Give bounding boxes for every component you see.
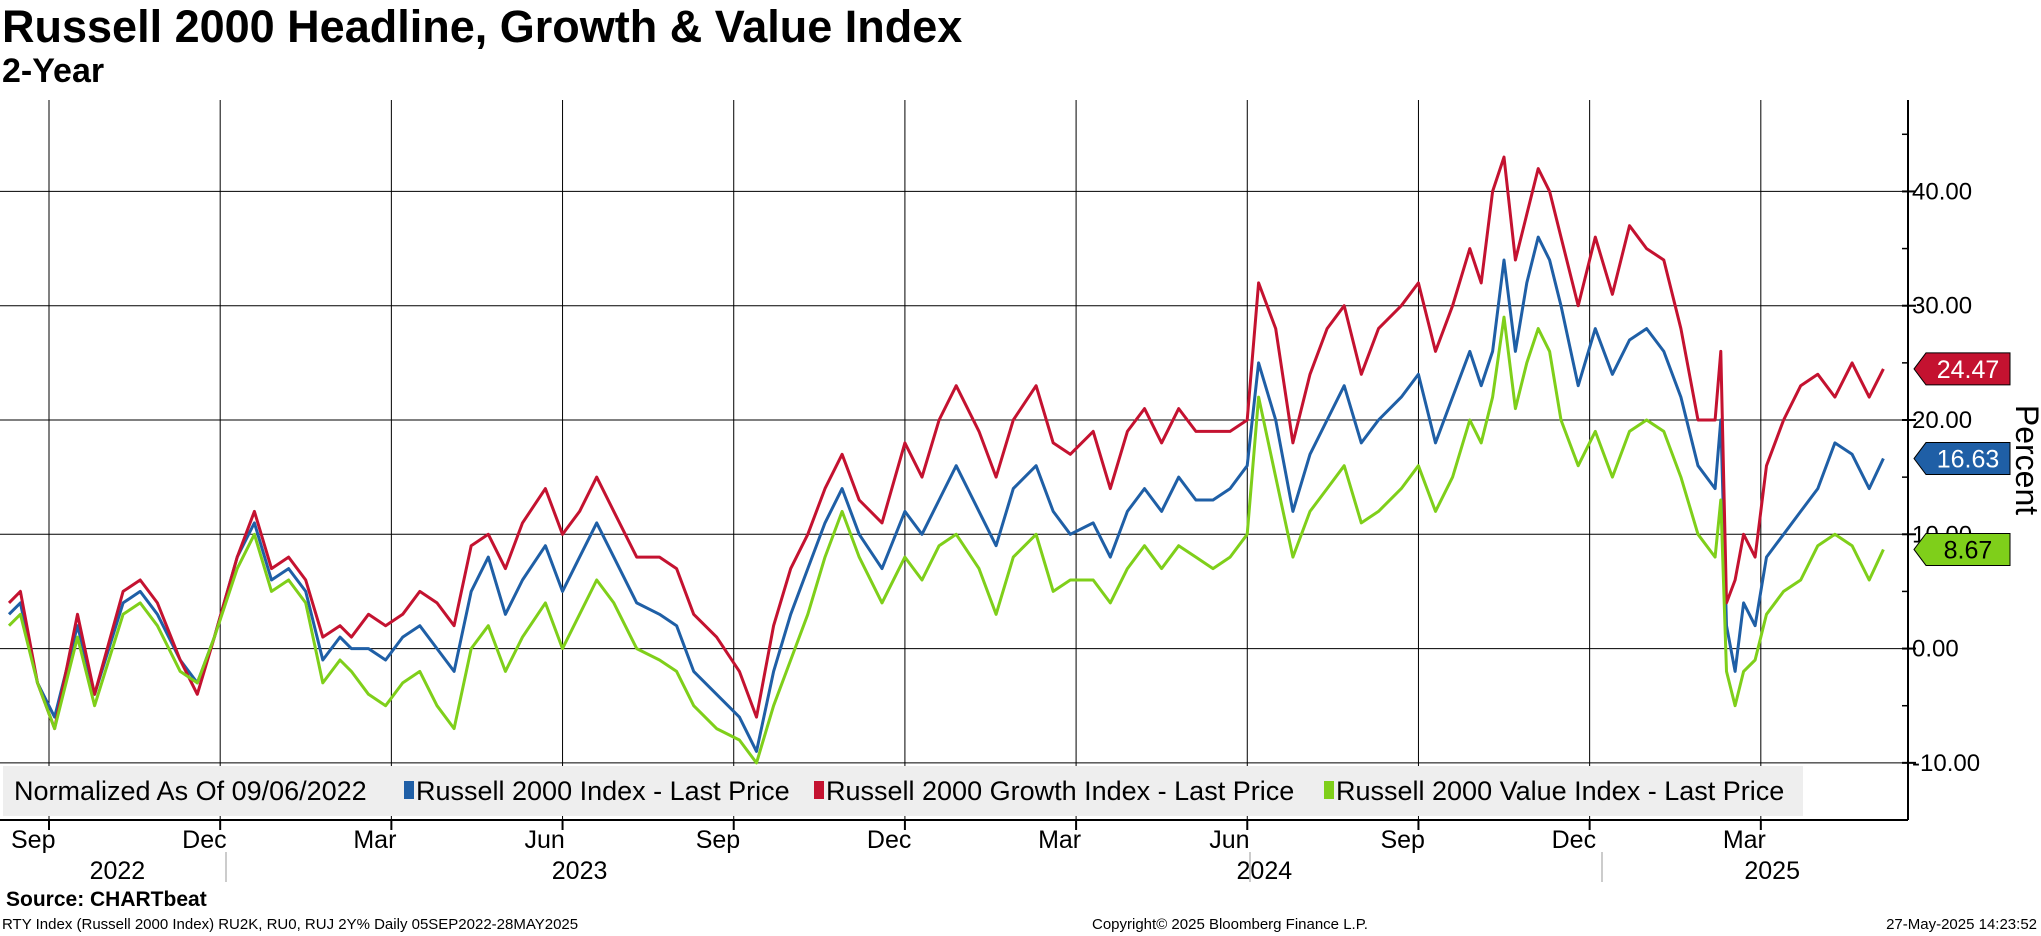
y-axis-label: Percent xyxy=(2009,405,2041,515)
series-line-value xyxy=(7,315,1885,765)
source-note: Source: CHARTbeat xyxy=(6,888,207,911)
x-tick-label: Jun xyxy=(1209,826,1249,854)
y-tick-label: 0.00 xyxy=(1912,636,1959,663)
x-tick-label: Dec xyxy=(182,826,226,854)
x-tick-label: Dec xyxy=(867,826,911,854)
chart-subtitle: 2-Year xyxy=(2,52,105,90)
x-year-label: 2022 xyxy=(90,857,146,885)
last-value-label-headline: 16.63 xyxy=(1937,446,2000,474)
x-year-label: 2025 xyxy=(1744,857,1800,885)
x-tick-label: Mar xyxy=(1038,826,1081,854)
last-value-label-value: 8.67 xyxy=(1944,536,1993,564)
y-tick-label: 40.00 xyxy=(1912,178,1972,205)
footer-copyright: Copyright© 2025 Bloomberg Finance L.P. xyxy=(1092,916,1368,933)
last-value-tag-growth xyxy=(1913,352,2011,386)
x-year-label: 2024 xyxy=(1237,857,1293,885)
y-tick-label: 30.00 xyxy=(1912,293,1972,320)
footer-timestamp: 27-May-2025 14:23:52 xyxy=(1886,916,2037,933)
x-tick-label: Mar xyxy=(353,826,396,854)
last-value-tag-value xyxy=(1913,532,2011,566)
legend-label-value: Russell 2000 Value Index - Last Price xyxy=(1336,776,1784,806)
x-tick-label: Dec xyxy=(1552,826,1596,854)
legend-swatch-value xyxy=(1324,781,1334,799)
legend-swatch-headline xyxy=(404,781,414,799)
series-line-growth xyxy=(7,155,1885,731)
footer-ticker-info: RTY Index (Russell 2000 Index) RU2K, RU0… xyxy=(2,916,579,933)
x-tick-label: Sep xyxy=(11,826,55,854)
last-value-tag-headline xyxy=(1913,442,2011,476)
legend-swatch-growth xyxy=(814,781,824,799)
y-tick-label: -10.00 xyxy=(1912,750,1980,777)
x-tick-label: Sep xyxy=(696,826,740,854)
chart-title: Russell 2000 Headline, Growth & Value In… xyxy=(2,1,963,52)
series-line-headline xyxy=(7,235,1885,753)
legend-label-headline: Russell 2000 Index - Last Price xyxy=(416,776,790,806)
x-tick-label: Mar xyxy=(1723,826,1766,854)
legend-label-growth: Russell 2000 Growth Index - Last Price xyxy=(826,776,1294,806)
x-tick-label: Jun xyxy=(525,826,565,854)
legend-prefix: Normalized As Of 09/06/2022 xyxy=(14,776,367,806)
x-tick-label: Sep xyxy=(1380,826,1424,854)
y-tick-label: 20.00 xyxy=(1912,407,1972,434)
last-value-label-growth: 24.47 xyxy=(1937,356,2000,384)
x-year-label: 2023 xyxy=(552,857,608,885)
legend-box xyxy=(3,766,1803,816)
